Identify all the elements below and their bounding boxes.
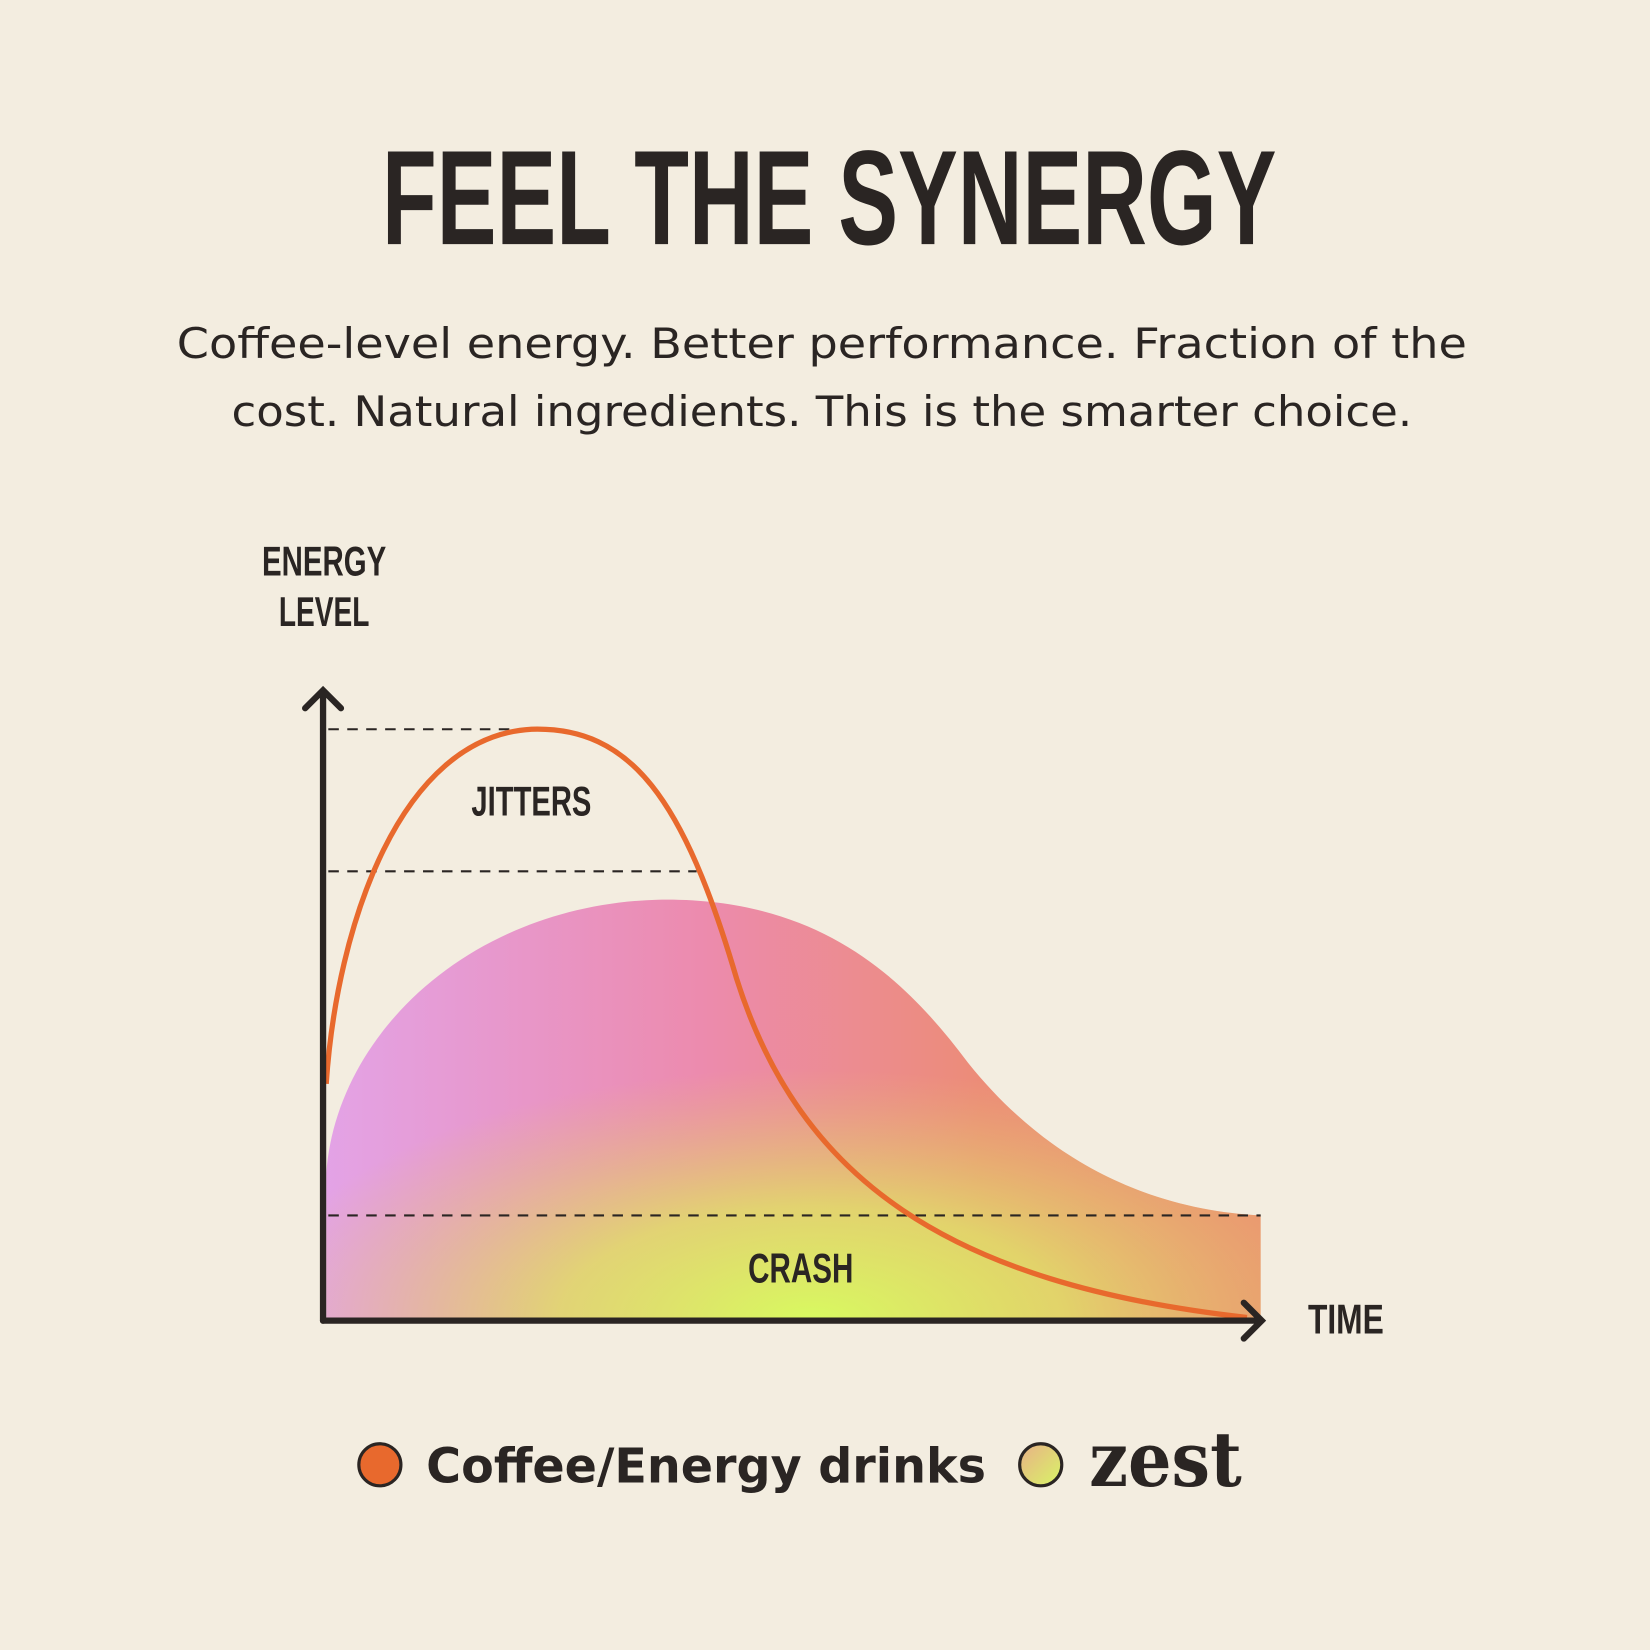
subtitle-line: Coffee-level energy. Better performance.…: [177, 319, 1467, 368]
title: FEEL THE SYNERGY: [382, 122, 1276, 273]
legend-label: zest: [1089, 1415, 1242, 1504]
y-axis-label: LEVEL: [279, 588, 369, 635]
annotation: JITTERS: [471, 778, 591, 825]
legend-swatch: [1018, 1442, 1064, 1488]
annotation: CRASH: [748, 1245, 853, 1292]
legend-swatch: [357, 1442, 403, 1488]
coffee-curve: [323, 726, 1248, 1321]
axes: [302, 685, 1267, 1342]
x-axis-label: TIME: [1308, 1295, 1384, 1342]
y-axis-label: ENERGY: [262, 538, 386, 585]
legend-label: Coffee/Energy drinks: [426, 1439, 986, 1495]
subtitle-line: cost. Natural ingredients. This is the s…: [232, 387, 1413, 436]
